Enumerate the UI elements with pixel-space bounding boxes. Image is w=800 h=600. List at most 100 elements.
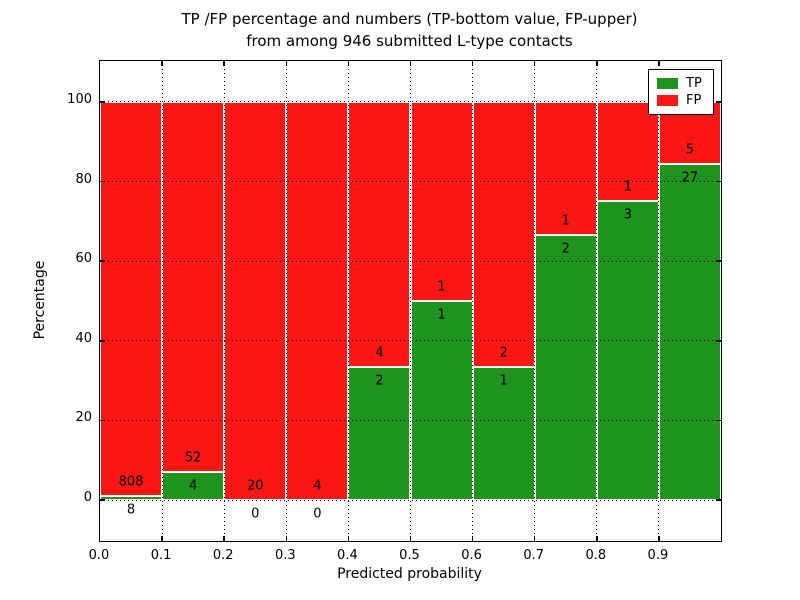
x-tick-bottom — [347, 536, 350, 541]
bar-tp-segment — [348, 367, 411, 500]
y-tick-left — [100, 499, 105, 501]
x-tick-bottom — [471, 536, 474, 541]
bar-fp-segment — [348, 101, 411, 368]
x-gridline — [223, 61, 225, 541]
bar-fp-segment — [162, 101, 225, 472]
x-tick-label: 0.2 — [212, 548, 234, 563]
x-tick-bottom — [161, 536, 163, 541]
x-tick-label: 0.8 — [585, 548, 607, 563]
x-gridline — [534, 61, 536, 541]
x-axis-label: Predicted probability — [337, 566, 482, 582]
tp-count-label: 1 — [499, 373, 508, 389]
y-tick-label: 20 — [75, 410, 92, 426]
y-tick-label: 100 — [67, 91, 92, 107]
y-tick-right — [716, 101, 721, 103]
x-tick-label: 0.3 — [274, 548, 296, 563]
x-tick-label: 0.4 — [337, 548, 358, 563]
tp-count-label: 0 — [251, 506, 260, 522]
x-tick-top — [658, 61, 660, 66]
fp-count-label: 20 — [246, 478, 264, 494]
x-tick-bottom — [409, 536, 412, 541]
fp-count-label: 1 — [437, 279, 446, 295]
x-tick-top — [596, 61, 598, 66]
x-gridline — [410, 61, 411, 541]
x-tick-label: 0.5 — [399, 548, 420, 563]
x-gridline — [658, 61, 660, 541]
tp-count-label: 3 — [623, 207, 632, 223]
x-gridline — [596, 61, 598, 541]
x-tick-bottom — [223, 536, 225, 541]
chart-title-line1: TP /FP percentage and numbers (TP-bottom… — [181, 10, 638, 28]
y-tick-right — [716, 419, 721, 422]
x-tick-top — [533, 61, 536, 66]
bar-fp-segment — [286, 101, 349, 500]
x-tick-top — [471, 61, 474, 66]
x-tick-bottom — [596, 536, 598, 541]
bar-fp-segment — [596, 101, 659, 202]
plot-area: 808 8 52 4 20 0 4 0 4 2 1 1 2 1 1 2 1 3 5 27 TP FP — [99, 60, 722, 542]
bar-tp-segment — [596, 201, 659, 500]
y-tick-left — [100, 260, 105, 262]
fp-count-label: 2 — [499, 345, 508, 361]
fp-count-label: 808 — [118, 474, 144, 490]
y-tick-right — [716, 180, 721, 183]
y-tick-label: 40 — [75, 330, 92, 346]
x-tick-label: 0.9 — [647, 548, 669, 563]
bar-tp-segment — [534, 234, 597, 500]
y-tick-label: 80 — [75, 171, 92, 187]
x-gridline — [472, 61, 474, 541]
x-tick-label: 0.6 — [461, 548, 482, 563]
bar-fp-segment — [472, 101, 535, 368]
tp-count-label: 2 — [561, 241, 570, 257]
bar-tp-segment — [658, 164, 721, 500]
legend-label: FP — [686, 93, 702, 108]
chart-title-line2: from among 946 submitted L-type contacts — [246, 32, 573, 50]
tp-count-label: 0 — [313, 506, 322, 522]
x-tick-label: 0.1 — [150, 548, 172, 563]
x-tick-top — [347, 61, 350, 66]
legend-label: TP — [686, 76, 702, 91]
tp-legend-swatch — [657, 78, 678, 89]
y-axis-label: Percentage — [32, 260, 48, 340]
x-tick-label: 0.0 — [88, 548, 110, 563]
y-tick-right — [716, 260, 721, 262]
bar-tp-segment — [162, 471, 225, 500]
bar-fp-segment — [534, 101, 597, 235]
y-tick-left — [100, 101, 105, 103]
bar-tp-segment — [100, 496, 163, 500]
fp-count-label: 1 — [561, 213, 570, 229]
x-gridline — [161, 61, 163, 541]
x-tick-bottom — [658, 536, 660, 541]
bar-fp-segment — [224, 101, 287, 500]
x-tick-label: 0.7 — [523, 548, 545, 563]
x-gridline — [347, 61, 349, 541]
x-tick-top — [409, 61, 412, 66]
bar-tp-segment — [472, 367, 535, 500]
bar-tp-segment — [410, 301, 473, 500]
y-tick-label: 60 — [75, 251, 92, 267]
tp-count-label: 27 — [681, 170, 699, 186]
x-tick-top — [161, 61, 163, 66]
x-tick-bottom — [533, 536, 536, 541]
tp-count-label: 1 — [437, 307, 446, 323]
y-tick-right — [716, 499, 721, 501]
bar-fp-segment — [100, 101, 163, 497]
legend: TP FP — [648, 69, 714, 115]
y-tick-label: 0 — [83, 490, 92, 505]
tp-count-label: 8 — [126, 502, 136, 518]
tp-count-label: 2 — [375, 373, 384, 389]
x-tick-top — [223, 61, 225, 66]
bar-fp-segment — [410, 101, 473, 301]
fp-count-label: 52 — [184, 450, 202, 466]
legend-entry-tp: TP — [657, 77, 713, 90]
fp-legend-swatch — [657, 95, 678, 106]
legend-entry-fp: FP — [657, 94, 713, 107]
x-gridline — [285, 61, 287, 541]
chart-title: TP /FP percentage and numbers (TP-bottom… — [99, 8, 720, 52]
x-tick-top — [285, 61, 288, 66]
y-tick-left — [100, 419, 105, 422]
y-tick-left — [100, 340, 105, 342]
fp-count-label: 5 — [685, 142, 695, 158]
x-tick-bottom — [285, 536, 288, 541]
tp-count-label: 4 — [189, 478, 198, 494]
